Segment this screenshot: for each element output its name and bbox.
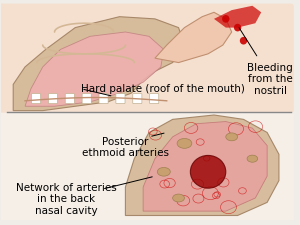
FancyBboxPatch shape bbox=[133, 94, 142, 104]
Ellipse shape bbox=[177, 138, 192, 148]
FancyBboxPatch shape bbox=[82, 94, 91, 104]
FancyBboxPatch shape bbox=[116, 94, 125, 104]
Text: Network of arteries
in the back
nasal cavity: Network of arteries in the back nasal ca… bbox=[16, 183, 117, 216]
Text: Bleeding
from the
nostril: Bleeding from the nostril bbox=[247, 63, 293, 96]
Ellipse shape bbox=[234, 24, 241, 32]
FancyBboxPatch shape bbox=[32, 94, 41, 104]
Polygon shape bbox=[125, 115, 279, 216]
Polygon shape bbox=[13, 17, 184, 111]
Ellipse shape bbox=[157, 167, 170, 176]
Ellipse shape bbox=[240, 37, 247, 45]
Ellipse shape bbox=[190, 155, 226, 188]
Ellipse shape bbox=[172, 194, 184, 202]
FancyBboxPatch shape bbox=[65, 94, 74, 104]
FancyBboxPatch shape bbox=[0, 4, 294, 113]
Ellipse shape bbox=[226, 133, 238, 141]
FancyBboxPatch shape bbox=[99, 94, 108, 104]
FancyBboxPatch shape bbox=[150, 94, 159, 104]
FancyBboxPatch shape bbox=[0, 113, 294, 222]
Ellipse shape bbox=[222, 15, 230, 23]
Polygon shape bbox=[214, 6, 261, 28]
Polygon shape bbox=[155, 12, 232, 63]
FancyBboxPatch shape bbox=[48, 94, 58, 104]
Text: Posterior
ethmoid arteries: Posterior ethmoid arteries bbox=[82, 137, 169, 158]
Polygon shape bbox=[25, 32, 164, 106]
Polygon shape bbox=[143, 122, 267, 211]
Ellipse shape bbox=[247, 155, 258, 162]
Text: Hard palate (roof of the mouth): Hard palate (roof of the mouth) bbox=[81, 84, 245, 94]
